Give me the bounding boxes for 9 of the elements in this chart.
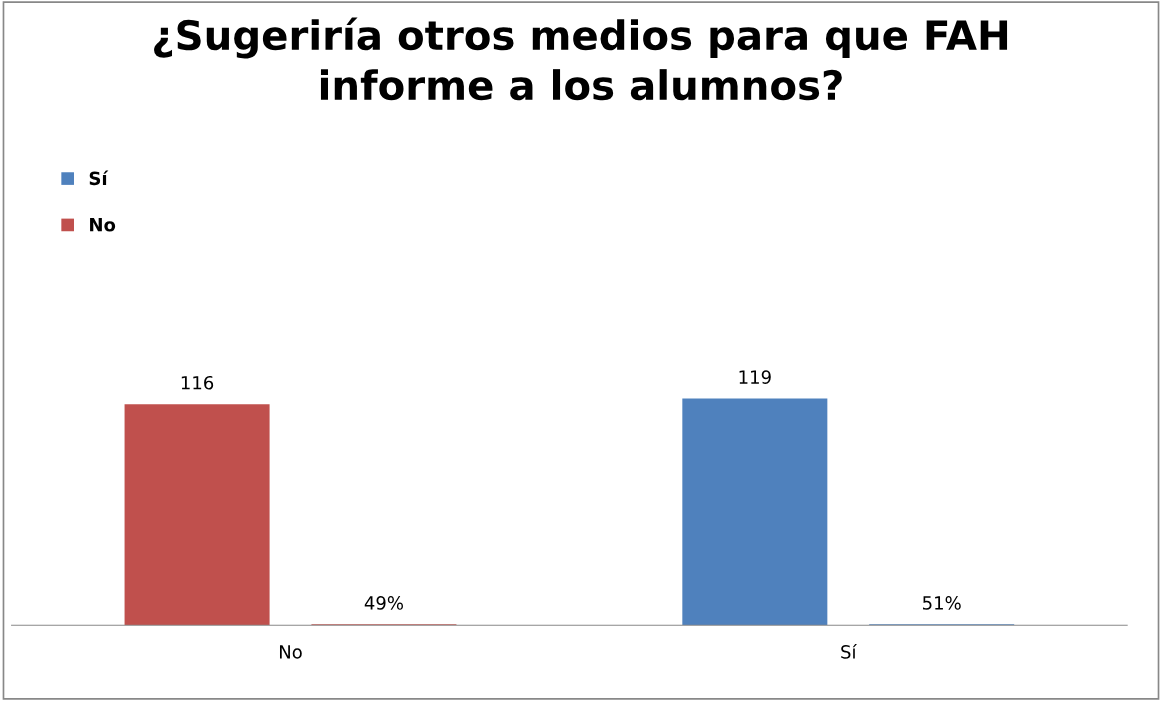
data-label: 116 — [181, 375, 214, 390]
bar — [682, 398, 828, 626]
data-label: 49% — [364, 596, 403, 610]
chart-title: ¿Sugeriría otros medios para que FAH informe a los alumnos? — [154, 17, 1008, 101]
data-label: 51% — [923, 596, 961, 610]
legend-label: No — [90, 218, 116, 232]
data-label: 119 — [739, 370, 771, 384]
legend-label: Sí — [89, 170, 109, 186]
bar — [124, 404, 270, 626]
